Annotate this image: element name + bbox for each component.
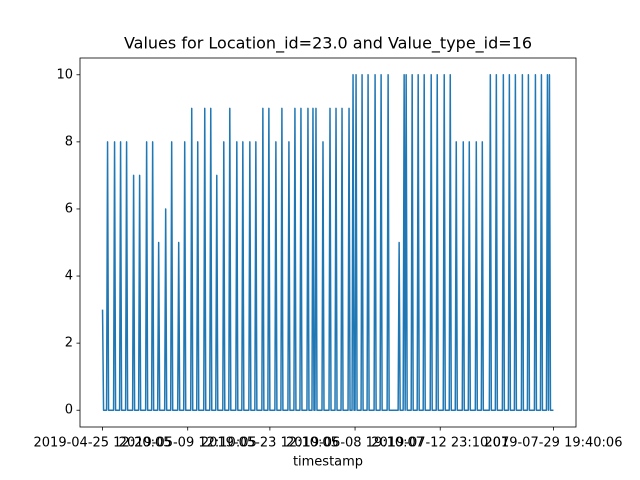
x-axis-label: timestamp (293, 455, 363, 470)
y-tick-label: 0 (65, 403, 73, 418)
chart-title: Values for Location_id=23.0 and Value_ty… (124, 34, 532, 54)
x-tick-label: 2019-07-12 23:10:07 (371, 436, 509, 451)
x-tick-label: 2019-06-08 19:10:07 (286, 436, 424, 451)
data-line (101, 74, 554, 411)
y-tick-label: 8 (65, 134, 73, 149)
y-tick-label: 10 (56, 67, 73, 82)
x-tick-label: 2019-04-25 12:20:05 (34, 436, 172, 451)
y-tick-label: 2 (65, 336, 73, 351)
y-tick-label: 6 (65, 201, 73, 216)
x-tick-label: 2019-05-09 12:10:05 (119, 436, 257, 451)
x-tick-label: 2019-07-29 19:40:06 (484, 436, 622, 451)
x-tick-label: 2019-05-23 12:10:05 (201, 436, 339, 451)
y-tick-label: 4 (65, 269, 73, 284)
plot-frame (79, 57, 577, 428)
